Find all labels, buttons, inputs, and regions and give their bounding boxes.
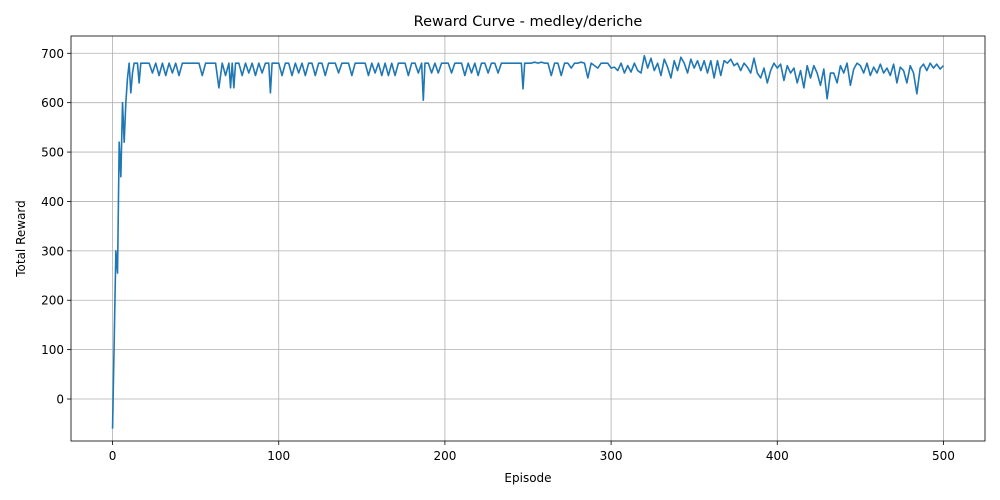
grid-layer xyxy=(71,36,985,441)
chart-title: Reward Curve - medley/deriche xyxy=(414,14,643,30)
x-tick-label: 200 xyxy=(433,449,456,463)
y-tick-label: 300 xyxy=(41,244,64,258)
x-tick-label: 0 xyxy=(109,449,117,463)
y-tick-label: 400 xyxy=(41,195,64,209)
x-tick-label: 500 xyxy=(932,449,955,463)
x-tick-label: 400 xyxy=(766,449,789,463)
y-tick-label: 200 xyxy=(41,294,64,308)
y-tick-label: 500 xyxy=(41,146,64,160)
x-tick-label: 100 xyxy=(267,449,290,463)
series-layer xyxy=(111,54,945,429)
y-tick-label: 700 xyxy=(41,47,64,61)
x-axis-label: Episode xyxy=(504,471,551,485)
reward-series-line xyxy=(111,54,945,429)
y-tick-label: 600 xyxy=(41,96,64,110)
y-axis-label: Total Reward xyxy=(14,200,28,278)
tick-layer: 0 100 200 300 400 500 0 100 200 300 400 500 600 700 xyxy=(41,47,955,463)
x-tick-label: 300 xyxy=(600,449,623,463)
y-tick-label: 0 xyxy=(56,393,64,407)
y-tick-label: 100 xyxy=(41,343,64,357)
plot-frame xyxy=(70,35,986,442)
